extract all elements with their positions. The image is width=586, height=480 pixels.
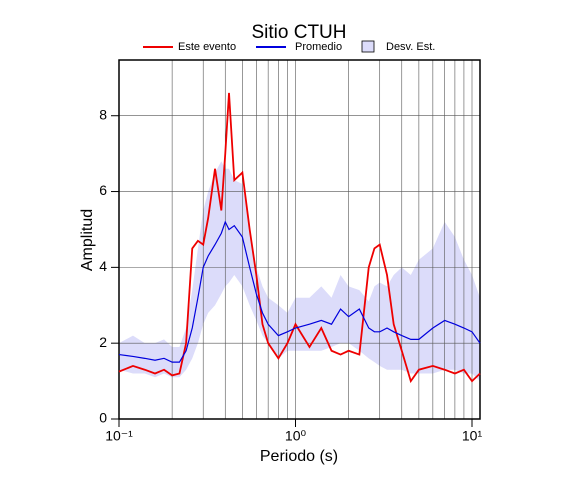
- x-tick-label: 10¹: [462, 428, 483, 444]
- std-band: [119, 161, 480, 382]
- x-tick-label: 10⁻¹: [105, 428, 133, 444]
- series-line: [118, 92, 481, 384]
- legend-label: Este evento: [178, 41, 236, 53]
- y-tick-label: 0: [99, 410, 107, 426]
- series-line: [118, 220, 481, 363]
- legend-label: Promedio: [295, 41, 342, 53]
- y-tick-label: 2: [99, 334, 107, 350]
- y-axis-label: Amplitud: [79, 209, 96, 271]
- legend-label: Desv. Est.: [386, 41, 435, 53]
- x-tick-label: 10⁰: [285, 428, 307, 444]
- x-axis-label: Periodo (s): [260, 448, 338, 465]
- y-tick-label: 8: [99, 106, 107, 122]
- chart-title: Sitio CTUH: [251, 22, 346, 43]
- plot-frame: [118, 59, 481, 420]
- legend-swatch: [361, 40, 375, 53]
- y-tick-label: 4: [99, 258, 107, 274]
- y-tick-label: 6: [99, 182, 107, 198]
